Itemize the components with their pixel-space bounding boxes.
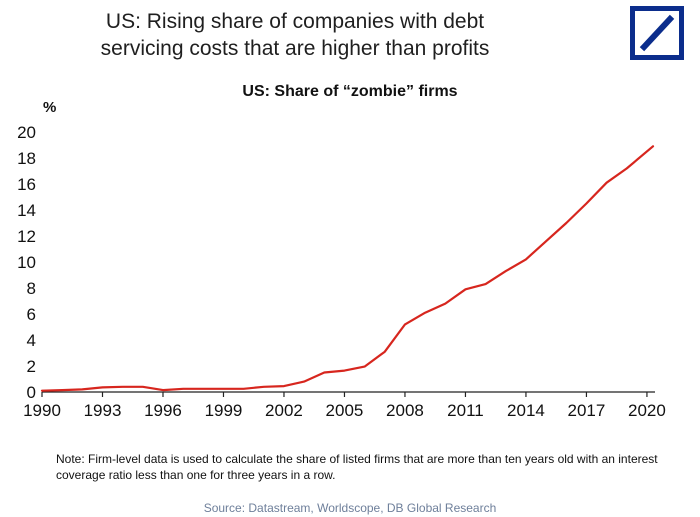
x-tick-label: 2002 bbox=[265, 401, 303, 420]
x-tick-label: 2011 bbox=[447, 401, 484, 420]
x-tick-label: 2014 bbox=[507, 401, 545, 420]
y-tick-label: 0 bbox=[27, 383, 36, 402]
x-tick-label: 1999 bbox=[205, 401, 243, 420]
y-tick-label: 2 bbox=[27, 357, 36, 376]
headline: US: Rising share of companies with debt … bbox=[0, 8, 590, 62]
y-tick-label: 6 bbox=[27, 305, 36, 324]
y-tick-label: 16 bbox=[17, 175, 36, 194]
y-tick-label: 12 bbox=[17, 227, 36, 246]
line-chart: % 0 2 4 6 8 10 12 14 16 18 20 1990 1993 1996 1999 2002 20… bbox=[17, 99, 666, 420]
y-tick-label: 8 bbox=[27, 279, 36, 298]
headline-line-2: servicing costs that are higher than pro… bbox=[100, 37, 490, 60]
y-tick-label: 20 bbox=[17, 123, 36, 142]
y-tick-label: 4 bbox=[27, 331, 36, 350]
x-tick-label: 1990 bbox=[23, 401, 61, 420]
chart-title: US: Share of “zombie” firms bbox=[242, 83, 458, 100]
y-axis-unit-label: % bbox=[43, 99, 56, 116]
footnote: Note: Firm-level data is used to calcula… bbox=[56, 452, 658, 482]
y-tick-label: 14 bbox=[17, 201, 36, 220]
y-tick-label: 10 bbox=[17, 253, 36, 272]
source-line: Source: Datastream, Worldscope, DB Globa… bbox=[203, 501, 497, 515]
series-line-zombie-share bbox=[40, 145, 655, 392]
y-tick-label: 18 bbox=[17, 149, 36, 168]
x-tick-label: 2005 bbox=[326, 401, 364, 420]
deutsche-bank-logo-icon bbox=[630, 6, 684, 60]
x-tick-label: 1993 bbox=[84, 401, 122, 420]
headline-line-1: US: Rising share of companies with debt bbox=[105, 10, 485, 33]
x-tick-label: 2020 bbox=[628, 401, 666, 420]
x-tick-label: 2017 bbox=[568, 401, 606, 420]
x-tick-label: 1996 bbox=[144, 401, 182, 420]
x-tick-label: 2008 bbox=[386, 401, 424, 420]
